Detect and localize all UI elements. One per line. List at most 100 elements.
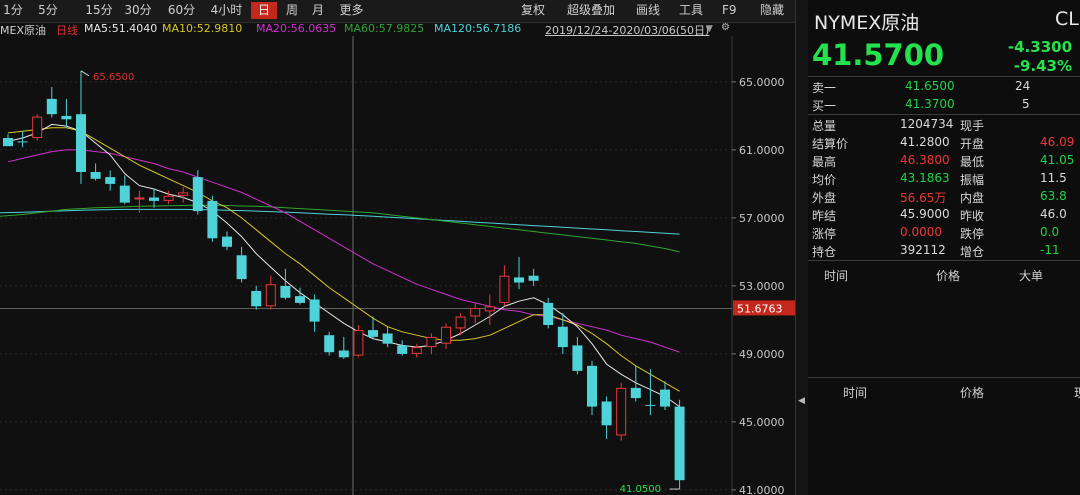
ask-label: 卖一 xyxy=(812,81,837,95)
toolbar-button[interactable]: 画线 xyxy=(636,3,661,17)
ma5-label: MA5:51.4040 xyxy=(84,22,158,35)
trades-bigorder-header: 大单 xyxy=(1019,269,1044,283)
stat-value: 392112 xyxy=(900,243,946,257)
toolbar-button[interactable]: 复权 xyxy=(521,3,546,17)
ma10-line xyxy=(7,127,680,392)
toolbar-button[interactable]: 隐藏 xyxy=(760,3,785,17)
period-tab[interactable]: 15分 xyxy=(85,3,113,17)
ticks-volume-header: 现 xyxy=(1074,384,1080,401)
stat-value: 0.0000 xyxy=(900,225,942,239)
low-price-label: 41.0500 xyxy=(620,484,661,495)
candle-body xyxy=(324,335,335,353)
stat-value: 0.0 xyxy=(1040,225,1060,239)
stat-label: 总量 xyxy=(812,119,837,133)
stat-label: 昨结 xyxy=(812,209,837,223)
candle-body xyxy=(411,347,422,354)
stat-label: 现手 xyxy=(960,119,985,133)
instrument-label: MEX原油 xyxy=(0,24,46,37)
stat-value: 46.3800 xyxy=(900,153,950,167)
range-dropdown-icon[interactable]: ▼ xyxy=(706,24,713,34)
candle-body xyxy=(397,345,408,354)
candle-body xyxy=(251,291,262,307)
candle-body xyxy=(338,350,349,358)
stat-value: 41.2800 xyxy=(900,135,950,149)
y-tick-label: 61.0000 xyxy=(739,144,785,157)
ticks-time-header: 时间 xyxy=(843,386,868,400)
toolbar-button[interactable]: 超级叠加 xyxy=(567,3,616,17)
y-tick-label: 65.0000 xyxy=(739,76,785,89)
candle-body xyxy=(192,177,203,212)
candle-body xyxy=(149,197,159,201)
candle-body xyxy=(484,306,495,312)
stat-value: 46.0 xyxy=(1040,207,1067,221)
current-price-label: 51.6763 xyxy=(737,302,783,315)
period-tab[interactable]: 4小时 xyxy=(210,3,243,17)
period-tab[interactable]: 周 xyxy=(285,3,298,17)
candle-body xyxy=(557,326,568,348)
candle-body xyxy=(17,141,28,143)
candle-body xyxy=(236,255,247,280)
trades-price-header: 价格 xyxy=(936,269,961,283)
candle-body xyxy=(368,330,378,337)
y-tick-label: 49.0000 xyxy=(739,348,785,361)
stat-value: 45.9000 xyxy=(900,207,950,221)
period-tab[interactable]: 60分 xyxy=(167,3,196,17)
candle-body xyxy=(382,333,393,344)
candle-body xyxy=(265,284,276,307)
ma120-line xyxy=(0,208,680,235)
stat-label: 持仓 xyxy=(812,245,837,259)
candle-body xyxy=(528,275,539,281)
stat-label: 外盘 xyxy=(812,191,837,205)
candle-body xyxy=(645,404,656,406)
trades-time-header: 时间 xyxy=(824,269,849,283)
candlestick-chart[interactable]: 65.0000 61.0000 57.0000 53.0000 49.0000 45.00… xyxy=(0,36,795,495)
divider xyxy=(808,377,1080,378)
chart-toolbar: 1分 5分 15分 30分 60分 4小时日周月 更多 复权 超级叠加 画线 工具 F9 隐藏 xyxy=(0,0,795,23)
stat-label: 跌停 xyxy=(960,227,985,241)
collapse-arrow-icon[interactable]: ◀ xyxy=(798,396,805,406)
date-range-label[interactable]: 2019/12/24-2020/03/06(50日) xyxy=(545,24,710,37)
period-tab[interactable]: 更多 xyxy=(339,3,364,17)
price-change-pct: -9.43% xyxy=(1013,57,1072,75)
candle-body xyxy=(353,330,364,356)
candle-body xyxy=(105,177,116,184)
candle-body xyxy=(470,308,481,317)
period-tab[interactable]: 30分 xyxy=(124,3,152,17)
ticks-price-header: 价格 xyxy=(960,386,985,400)
y-tick-label: 41.0000 xyxy=(739,484,785,495)
stat-value: 46.09 xyxy=(1040,135,1075,149)
instrument-code: CL xyxy=(1055,8,1079,30)
instrument-name: NYMEX原油 xyxy=(814,12,920,34)
candle-body xyxy=(119,185,130,203)
ask-qty: 24 xyxy=(1015,79,1031,93)
stat-label: 增仓 xyxy=(960,245,985,259)
y-tick-label: 57.0000 xyxy=(739,212,785,225)
stat-label: 昨收 xyxy=(960,209,985,223)
period-tab[interactable]: 月 xyxy=(311,3,324,17)
stat-label: 均价 xyxy=(812,173,837,187)
candle-body xyxy=(163,195,174,201)
bid-label: 买一 xyxy=(812,99,837,113)
candle-body xyxy=(134,197,145,200)
y-tick-label: 53.0000 xyxy=(739,280,785,293)
settings-icon[interactable]: ⚙ xyxy=(721,22,730,33)
candle-body xyxy=(207,200,218,239)
candle-body xyxy=(674,406,685,481)
bid-price: 41.3700 xyxy=(905,97,955,111)
last-price: 41.5700 xyxy=(812,38,945,72)
ask-price: 41.6500 xyxy=(905,79,955,93)
toolbar-button[interactable]: 工具 xyxy=(679,3,704,17)
candle-body xyxy=(295,296,305,303)
candle-body xyxy=(32,116,43,139)
period-tab[interactable]: 1分 xyxy=(3,3,23,17)
period-tab[interactable]: 日 xyxy=(251,2,277,19)
toolbar-button[interactable]: F9 xyxy=(722,3,737,17)
panel-splitter[interactable]: ◀ xyxy=(795,0,809,495)
ma5-line xyxy=(7,123,680,408)
stat-label: 结算价 xyxy=(812,137,849,151)
y-tick-label: 45.0000 xyxy=(739,416,785,429)
candle-body xyxy=(514,277,524,283)
period-tab[interactable]: 5分 xyxy=(38,3,58,17)
candle-body xyxy=(46,98,57,115)
candle-body xyxy=(601,401,612,426)
